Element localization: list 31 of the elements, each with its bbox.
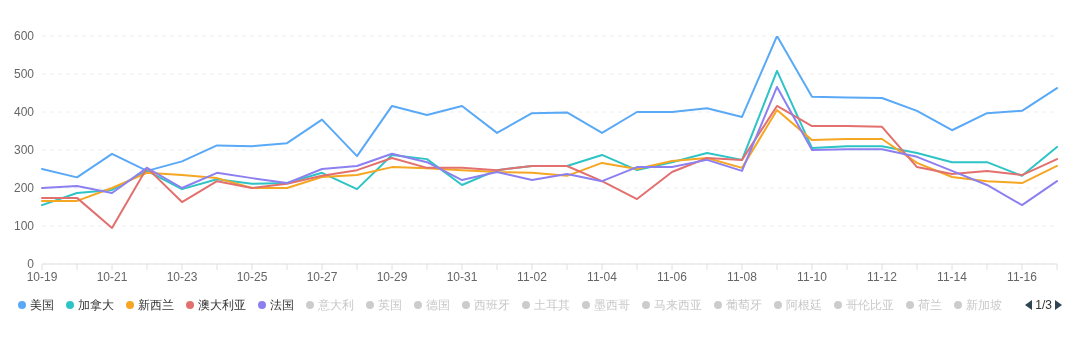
x-tick-label: 10-27	[306, 269, 338, 284]
x-tick-label: 11-08	[727, 269, 758, 284]
legend-label: 美国	[30, 296, 54, 314]
x-tick-label: 11-14	[937, 269, 968, 284]
x-tick-label: 11-16	[1007, 269, 1038, 284]
x-tick-label: 11-10	[797, 269, 828, 284]
y-tick-label: 100	[13, 219, 35, 234]
x-tick-label: 10-21	[96, 269, 128, 284]
x-tick-label: 11-02	[517, 269, 548, 284]
y-tick-label: 0	[27, 257, 35, 272]
x-tick-label: 10-25	[236, 269, 268, 284]
y-tick-label: 600	[13, 29, 35, 44]
x-tick-label: 10-23	[166, 269, 198, 284]
x-tick-label: 11-04	[587, 269, 618, 284]
x-tick-label: 11-12	[867, 269, 898, 284]
line-series	[41, 109, 1058, 202]
line-series	[41, 36, 1058, 179]
line-series	[41, 104, 1058, 229]
x-tick-label: 10-29	[376, 269, 408, 284]
legend-label: 加拿大	[78, 296, 114, 314]
legend-label: 新西兰	[138, 296, 174, 314]
y-tick-label: 400	[13, 105, 35, 120]
text: 1/3	[1035, 298, 1052, 312]
legend-label: 法国	[270, 296, 294, 314]
y-tick-label: 200	[13, 181, 35, 196]
x-tick-label: 11-06	[657, 269, 688, 284]
y-tick-label: 300	[13, 143, 35, 158]
x-tick-label: 10-19	[26, 269, 58, 284]
y-tick-label: 500	[13, 67, 35, 82]
legend-label: 澳大利亚	[198, 296, 246, 314]
x-tick-label: 10-31	[446, 269, 478, 284]
